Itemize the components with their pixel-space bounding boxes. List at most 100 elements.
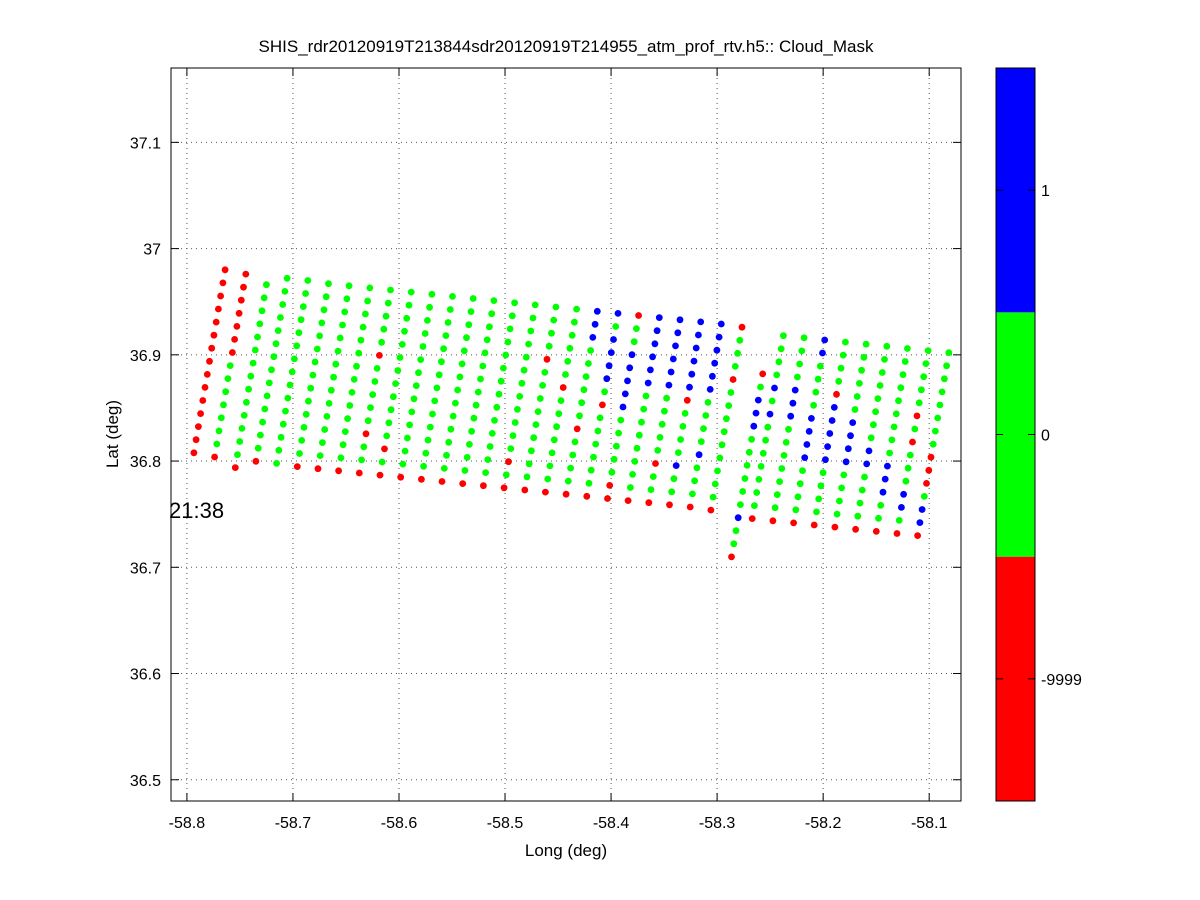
scatter-point [297,316,305,324]
scatter-point [668,488,676,496]
scatter-point [711,359,719,367]
scatter-point [404,434,411,442]
scatter-point [353,362,360,370]
scatter-point [456,373,464,381]
scatter-point [397,473,405,481]
scatter-point [879,488,887,496]
scatter-point [299,303,307,310]
scatter-point [325,400,333,407]
scatter-point [858,486,866,494]
scatter-point [385,419,393,427]
scatter-point [591,320,599,328]
scatter-point [849,419,857,426]
scatter-point [454,386,461,394]
scatter-point [525,460,533,468]
scatter-point [249,359,257,367]
scatter-point [258,307,266,315]
scatter-point [295,329,303,337]
scatter-point [359,323,367,331]
scatter-point [235,309,243,317]
scatter-point [603,375,611,383]
scatter-point [530,434,538,442]
scatter-point [775,358,783,366]
scatter-point [594,427,602,435]
y-axis: 36.5 36.6 36.7 36.8 36.9 37 37.1 [130,135,961,790]
y-tick-label: 36.7 [130,560,161,577]
scatter-point [373,365,381,372]
scatter-point [936,401,944,409]
scatter-point [934,414,942,422]
scatter-point [412,382,420,390]
scatter-point [815,495,823,503]
scatter-point [837,364,845,372]
scatter-point [635,312,642,319]
scatter-point [233,323,241,330]
scatter-point [791,386,799,394]
scatter-point [279,301,287,308]
scatter-point [460,347,468,355]
scatter-point [307,384,315,392]
scatter-point [424,317,431,324]
colorbar-label: 0 [1041,428,1050,445]
scatter-point [693,464,701,472]
scatter-point [446,306,454,313]
scatter-point [915,399,923,407]
scatter-point [918,506,926,513]
scatter-point [789,399,797,407]
data-points [190,266,953,561]
scatter-point [490,297,498,304]
scatter-point [856,380,863,387]
scatter-point [514,406,521,413]
scatter-point [835,377,843,385]
scatter-point [585,360,592,367]
scatter-point [337,454,345,462]
scatter-point [243,398,250,406]
scatter-point [509,432,517,439]
scatter-point [428,290,436,298]
scatter-point [343,295,351,303]
scatter-point [599,401,606,409]
scatter-point [302,290,309,297]
scatter-point [298,437,306,444]
scatter-point [927,453,935,461]
scatter-point [275,446,283,454]
scatter-point [690,357,698,365]
scatter-point [833,390,840,398]
scatter-point [716,454,724,462]
scatter-point [819,469,827,477]
scatter-point [417,356,425,363]
scatter-point [920,493,928,500]
scatter-point [748,515,756,522]
scatter-point [738,323,746,331]
scatter-point [628,351,636,359]
scatter-point [856,499,864,507]
scatter-point [366,284,374,292]
scatter-point [691,477,698,485]
scatter-point [941,375,948,383]
scatter-point [621,390,629,398]
scatter-point [440,345,447,353]
scatter-point [672,342,679,350]
x-tick-label: -58.8 [169,815,206,832]
scatter-point [593,307,601,315]
scatter-point [550,436,558,444]
scatter-point [531,301,539,309]
scatter-point [445,438,453,446]
scatter-point [511,419,519,426]
scatter-point [488,430,496,437]
scatter-point [814,375,822,383]
scatter-point [567,464,574,472]
scatter-point [314,465,322,473]
scatter-point [858,366,865,374]
scatter-point [633,444,641,452]
scatter-point [564,477,572,485]
scatter-point [444,319,452,326]
scatter-point [438,358,445,366]
scatter-point [824,443,831,450]
y-tick-label: 36.6 [130,667,161,684]
scatter-point [217,292,225,300]
scatter-point [751,502,758,509]
scatter-point [897,384,905,392]
scatter-point [539,382,546,389]
scatter-point [486,443,494,450]
